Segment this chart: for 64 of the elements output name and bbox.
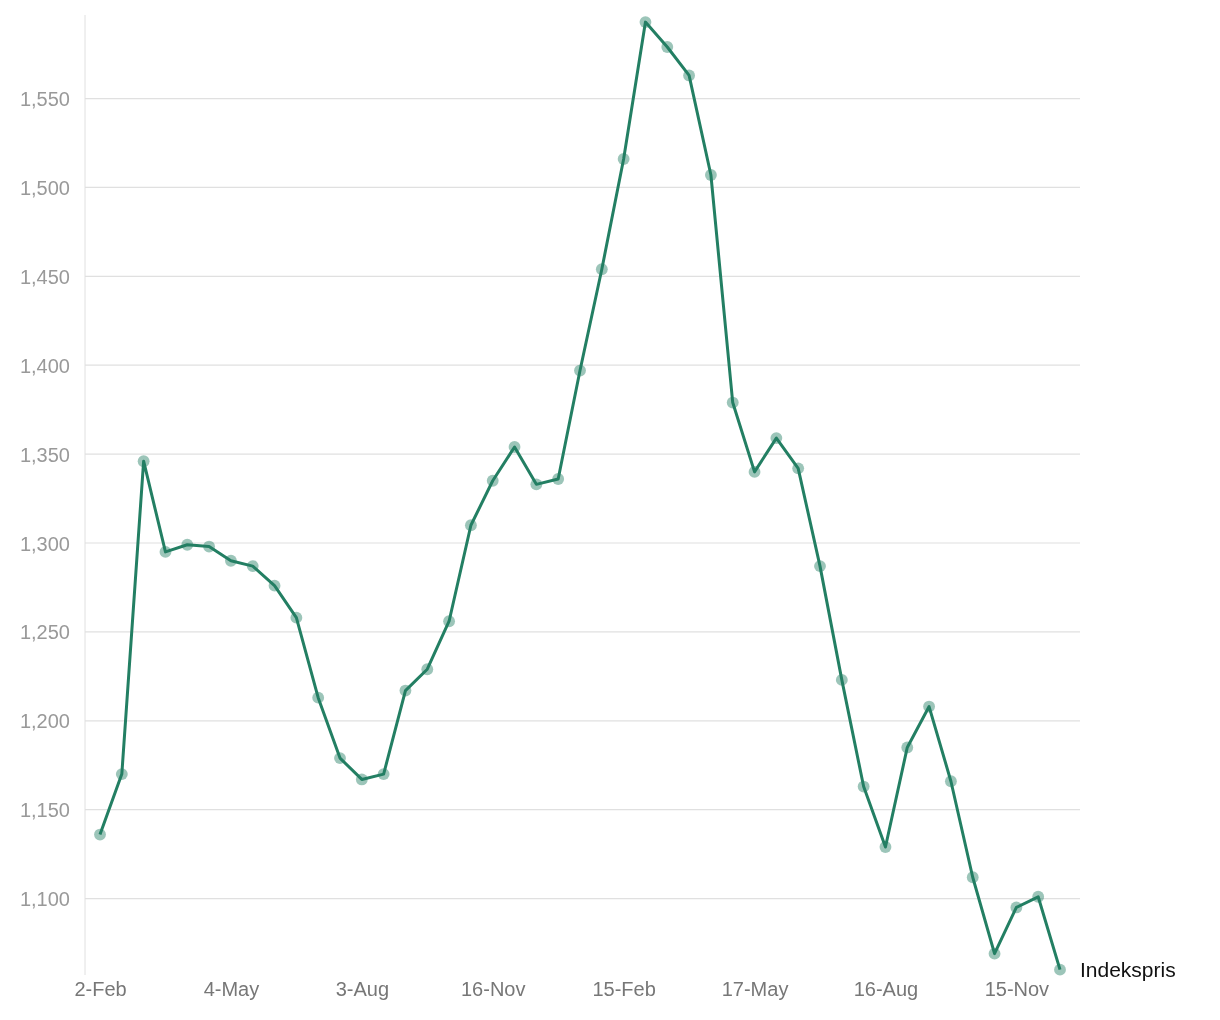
point [792,462,805,475]
point [377,768,390,781]
point [944,775,957,788]
point [661,41,674,53]
point [617,153,630,165]
point [1010,901,1023,914]
series-label: Indekspris [1080,958,1176,982]
point [290,611,303,624]
y-tick-label: 1,150 [19,799,70,822]
point [94,828,106,841]
y-tick-label: 1,250 [19,621,70,644]
point [464,519,477,532]
x-tick-label: 15-Feb [592,978,656,1000]
point [726,396,739,409]
point [203,540,216,553]
point [355,773,368,786]
point [835,673,848,686]
point [508,441,521,453]
point [530,478,543,491]
point [595,263,608,276]
y-tick-label: 1,100 [19,888,70,911]
x-tick-label: 3-Aug [335,978,390,1000]
point [1054,963,1066,976]
point [443,615,456,628]
point [704,169,717,181]
point [312,691,325,704]
point [574,364,586,377]
point [966,871,979,884]
point [770,432,783,445]
point [988,947,1001,960]
x-tick-label: 17-May [721,978,789,1000]
point [159,545,172,558]
point [1032,890,1045,903]
point [879,841,892,853]
point [137,455,150,468]
x-tick-label: 16-Nov [460,978,526,1000]
y-tick-label: 1,450 [19,265,70,288]
point [683,69,696,82]
point [901,741,914,754]
point [181,538,194,551]
point [399,684,412,697]
point [814,560,826,573]
point [639,16,652,29]
point [334,752,346,765]
y-tick-label: 1,500 [19,176,70,199]
point [421,663,434,676]
point [224,554,237,567]
y-tick-label: 1,300 [19,532,70,555]
x-tick-label: 2-Feb [74,978,127,1000]
y-tick-label: 1,350 [19,443,70,466]
y-tick-label: 1,550 [19,88,70,111]
point [268,579,281,592]
x-tick-label: 4-May [203,978,260,1000]
point [486,474,499,487]
point [246,560,259,573]
point [115,768,128,781]
point [552,473,565,485]
x-tick-label: 16-Aug [853,978,919,1000]
x-tick-label: 15-Nov [984,978,1050,1000]
point [923,700,936,713]
y-tick-label: 1,400 [19,354,70,377]
y-tick-label: 1,200 [19,710,70,733]
point [857,780,870,793]
point [748,465,761,478]
